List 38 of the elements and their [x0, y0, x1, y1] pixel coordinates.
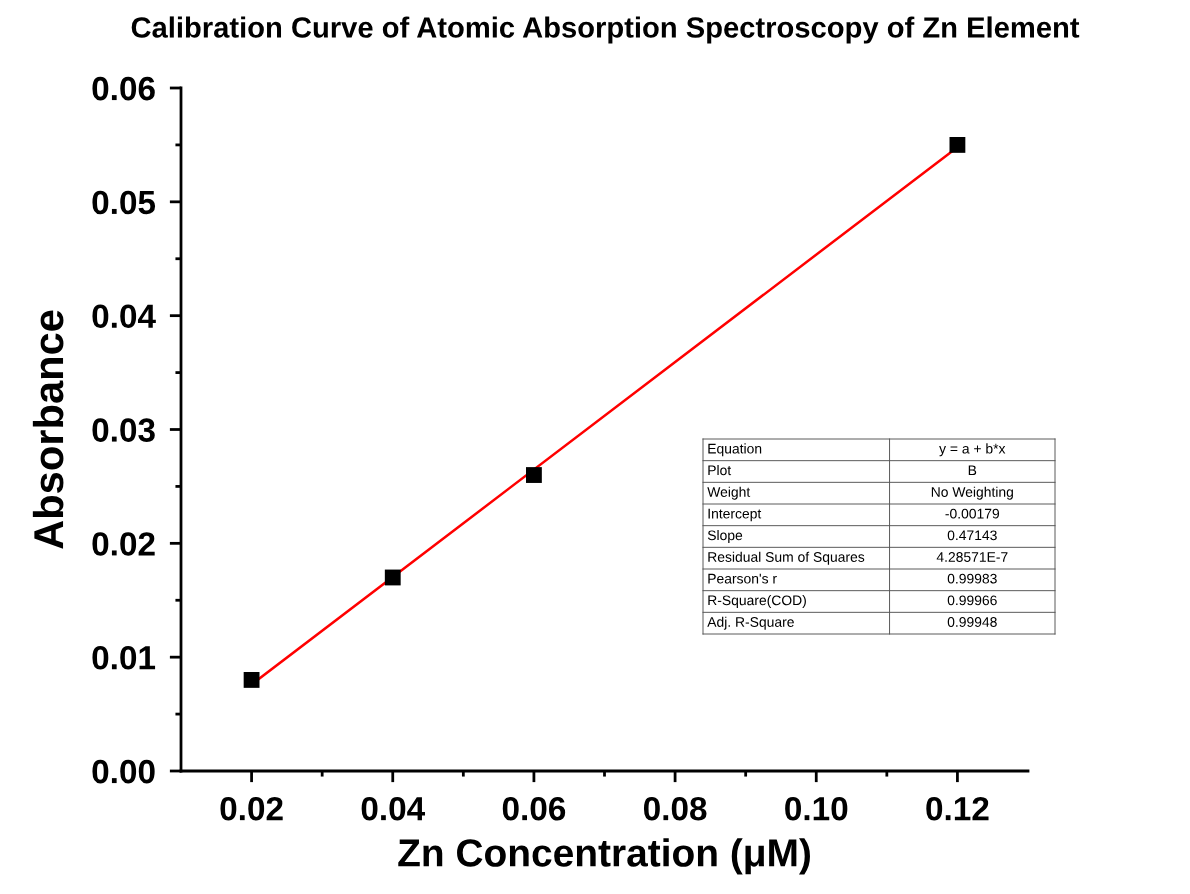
y-tick-label: 0.06: [92, 76, 155, 101]
point: [949, 137, 966, 153]
x-tick-label: 0.12: [926, 796, 989, 821]
annotation: 4.28571E-7: [936, 552, 1008, 562]
annotation: No Weighting: [931, 486, 1013, 500]
annotation: y = a + b*x: [939, 443, 1006, 457]
annotation: 0.99983: [947, 573, 997, 584]
x-tick-label: 0.10: [785, 796, 848, 821]
annotation: Weight: [707, 486, 751, 500]
point: [384, 569, 401, 586]
annotation: -0.00179: [945, 508, 1000, 519]
annotation: Equation: [708, 443, 762, 457]
chart-title: Calibration Curve of Atomic Absorption Spectroscopy of Zn Element: [131, 16, 1080, 44]
annotation: Plot: [708, 465, 732, 476]
x-tick-label: 0.06: [502, 796, 566, 821]
y-tick-label: 0.03: [92, 418, 155, 442]
x-tick-label: 0.08: [643, 796, 707, 821]
annotation: 0.99948: [947, 617, 997, 627]
annotation: R-Square(COD): [708, 595, 806, 608]
annotation: Pearson's r: [708, 573, 777, 584]
y-tick-label: 0.05: [92, 190, 156, 215]
x-tick-label: 0.04: [361, 796, 426, 821]
annotation: B: [968, 465, 977, 476]
x-tick-label: 0.02: [220, 796, 283, 821]
point: [243, 672, 260, 688]
annotation: Intercept: [708, 508, 762, 522]
x-axis-title: Zn Concentration (μM): [398, 838, 810, 875]
y-axis-title: Absorbance: [32, 310, 64, 549]
annotation: 0.47143: [947, 530, 997, 541]
y-tick-label: 0.04: [92, 304, 156, 329]
y-tick-label: 0.00: [92, 759, 155, 784]
y-tick-label: 0.01: [92, 645, 156, 670]
annotation: 0.99966: [947, 595, 997, 606]
annotation: Slope: [707, 530, 743, 543]
annotation: Adj. R-Square: [707, 616, 794, 630]
annotation: Residual Sum of Squares: [708, 551, 865, 565]
y-tick-label: 0.02: [92, 532, 155, 556]
point: [526, 467, 542, 483]
